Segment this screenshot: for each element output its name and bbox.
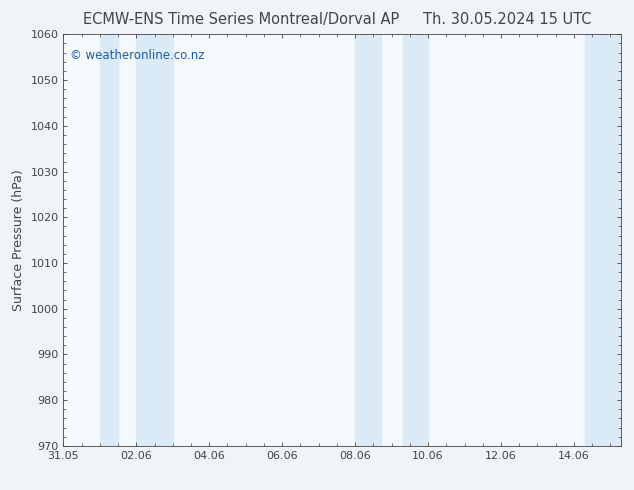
Bar [355,34,380,446]
Bar [136,34,173,446]
Bar [585,34,621,446]
Text: Th. 30.05.2024 15 UTC: Th. 30.05.2024 15 UTC [423,12,592,27]
Text: © weatheronline.co.nz: © weatheronline.co.nz [70,49,205,62]
Y-axis label: Surface Pressure (hPa): Surface Pressure (hPa) [12,169,25,311]
Bar [403,34,428,446]
Bar [100,34,118,446]
Text: ECMW-ENS Time Series Montreal/Dorval AP: ECMW-ENS Time Series Montreal/Dorval AP [83,12,399,27]
